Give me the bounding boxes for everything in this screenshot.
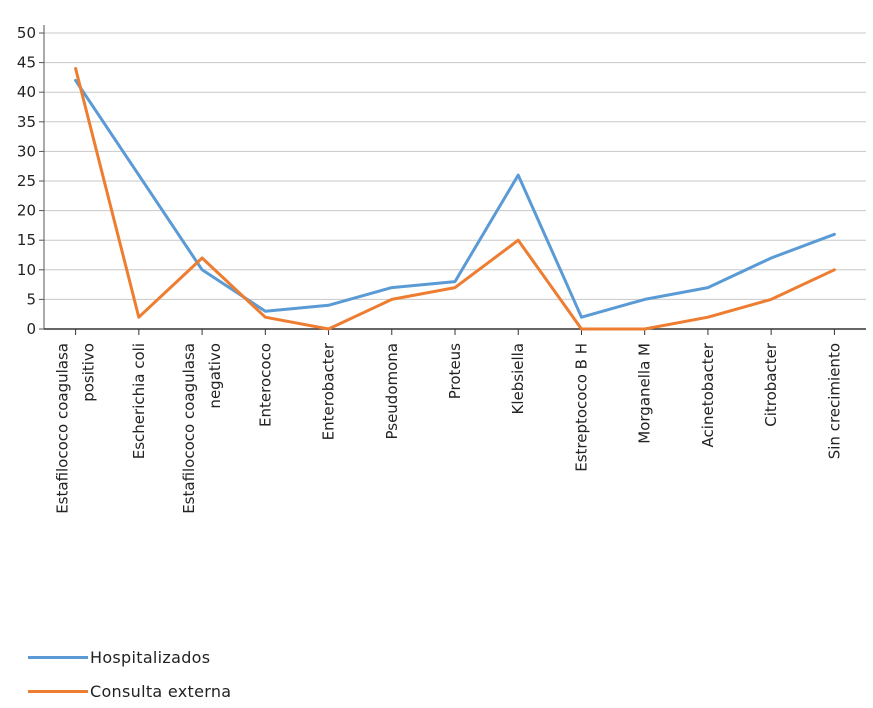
y-tick-label-30: 30 — [17, 142, 36, 160]
axes — [43, 25, 866, 330]
x-tick-label-9-0: Morganella M — [636, 343, 654, 444]
legend-item-hospitalizados: Hospitalizados — [28, 640, 231, 674]
x-tick-label-5-0: Pseudomona — [383, 343, 401, 440]
legend: Hospitalizados Consulta externa — [28, 640, 231, 708]
y-tick-label-25: 25 — [17, 172, 36, 190]
x-tick-label-11-0: Citrobacter — [762, 342, 780, 427]
x-tick-label-2-1: negativo — [206, 343, 224, 409]
y-tick-label-50: 50 — [17, 24, 36, 42]
series-line-0 — [74, 78, 836, 319]
y-tick-label-20: 20 — [17, 202, 36, 220]
x-tick-label-12-0: Sin crecimiento — [825, 343, 843, 459]
gridlines — [44, 32, 866, 300]
x-tick-label-0-1: positivo — [80, 343, 98, 402]
y-tick-label-45: 45 — [17, 54, 36, 72]
y-tick-label-35: 35 — [17, 113, 36, 131]
legend-swatch-consulta-externa — [28, 689, 88, 693]
y-tick-label-15: 15 — [17, 231, 36, 249]
series-line-1 — [74, 67, 836, 331]
series-lines — [74, 67, 836, 331]
x-tick-label-10-0: Acinetobacter — [699, 342, 717, 447]
x-tick-label-2-0: Estafilococo coagulasa — [180, 343, 198, 514]
x-tick-label-1-0: Escherichia coli — [130, 343, 148, 459]
x-tick-label-3-0: Enterococo — [256, 343, 274, 427]
x-tick-label-4-0: Enterobacter — [320, 342, 338, 440]
x-tick-label-0-0: Estafilococo coagulasa — [54, 343, 72, 514]
y-tick-label-40: 40 — [17, 83, 36, 101]
x-axis-ticks: Estafilococo coagulasa positivo Escherichi… — [54, 329, 843, 514]
legend-label-consulta-externa: Consulta externa — [90, 681, 232, 701]
x-tick-label-7-0: Klebsiella — [509, 343, 527, 415]
y-tick-label-5: 5 — [26, 290, 36, 308]
y-tick-label-0: 0 — [26, 320, 36, 338]
y-axis-ticks: 0 5 10 15 20 25 30 35 40 45 50 — [17, 24, 44, 338]
legend-swatch-hospitalizados — [28, 655, 88, 659]
legend-item-consulta-externa: Consulta externa — [28, 674, 231, 708]
y-tick-label-10: 10 — [17, 261, 36, 279]
x-tick-label-6-0: Proteus — [446, 343, 464, 399]
legend-label-hospitalizados: Hospitalizados — [90, 647, 211, 667]
x-tick-label-8-0: Estreptococo B H — [572, 343, 590, 472]
